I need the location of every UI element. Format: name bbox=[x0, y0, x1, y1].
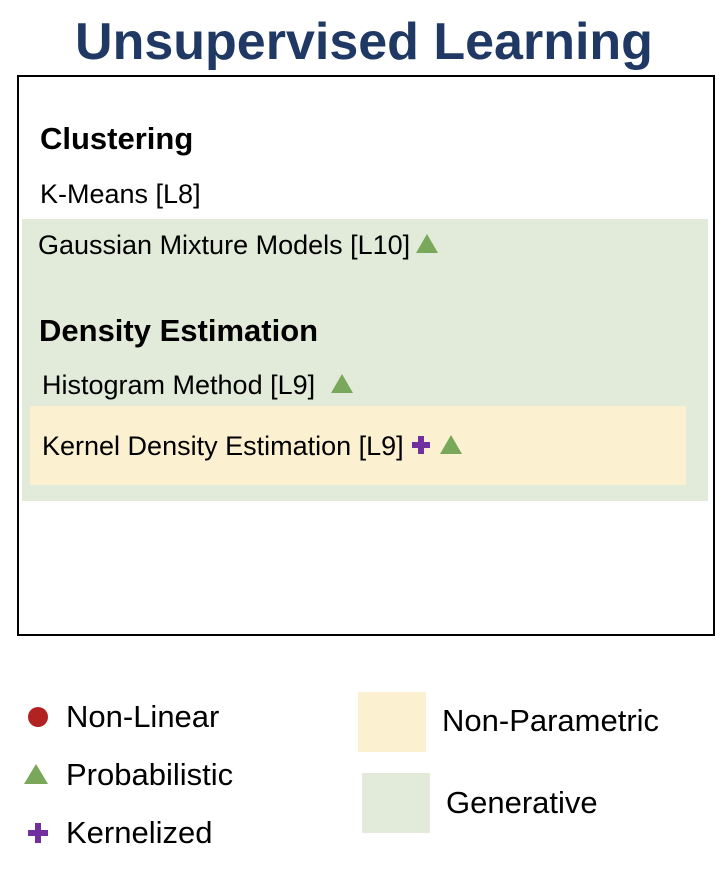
content-frame bbox=[17, 75, 715, 636]
legend-label-non-parametric: Non-Parametric bbox=[442, 703, 660, 738]
section-heading-clustering: Clustering bbox=[40, 121, 194, 156]
cross-icon bbox=[411, 435, 430, 454]
method-item-kernel-density-estimation: Kernel Density Estimation [L9] bbox=[42, 430, 462, 462]
method-label: Histogram Method [L9] bbox=[42, 370, 316, 400]
circle-icon bbox=[28, 707, 48, 727]
method-item-k-means: K-Means [L8] bbox=[40, 178, 201, 210]
method-item-gaussian-mixture-models: Gaussian Mixture Models [L10] bbox=[38, 229, 439, 261]
triangle-icon bbox=[24, 764, 48, 784]
triangle-icon bbox=[416, 234, 439, 254]
legend-swatch-generative bbox=[362, 773, 430, 833]
section-heading-density-estimation: Density Estimation bbox=[39, 313, 319, 348]
method-label: Gaussian Mixture Models [L10] bbox=[38, 230, 411, 260]
legend-label-probabilistic: Probabilistic bbox=[66, 757, 234, 792]
legend-label-non-linear: Non-Linear bbox=[66, 699, 220, 734]
cross-icon bbox=[28, 823, 48, 843]
legend-label-generative: Generative bbox=[446, 785, 598, 820]
legend-label-kernelized: Kernelized bbox=[66, 815, 213, 850]
method-label: K-Means [L8] bbox=[40, 179, 201, 209]
legend-swatch-non-parametric bbox=[358, 692, 426, 752]
method-item-histogram-method: Histogram Method [L9] bbox=[42, 369, 354, 401]
triangle-icon bbox=[439, 435, 462, 455]
non-parametric-region bbox=[30, 406, 686, 485]
diagram-title: Unsupervised Learning bbox=[75, 13, 653, 71]
triangle-icon bbox=[331, 374, 354, 394]
method-label: Kernel Density Estimation [L9] bbox=[42, 431, 404, 461]
